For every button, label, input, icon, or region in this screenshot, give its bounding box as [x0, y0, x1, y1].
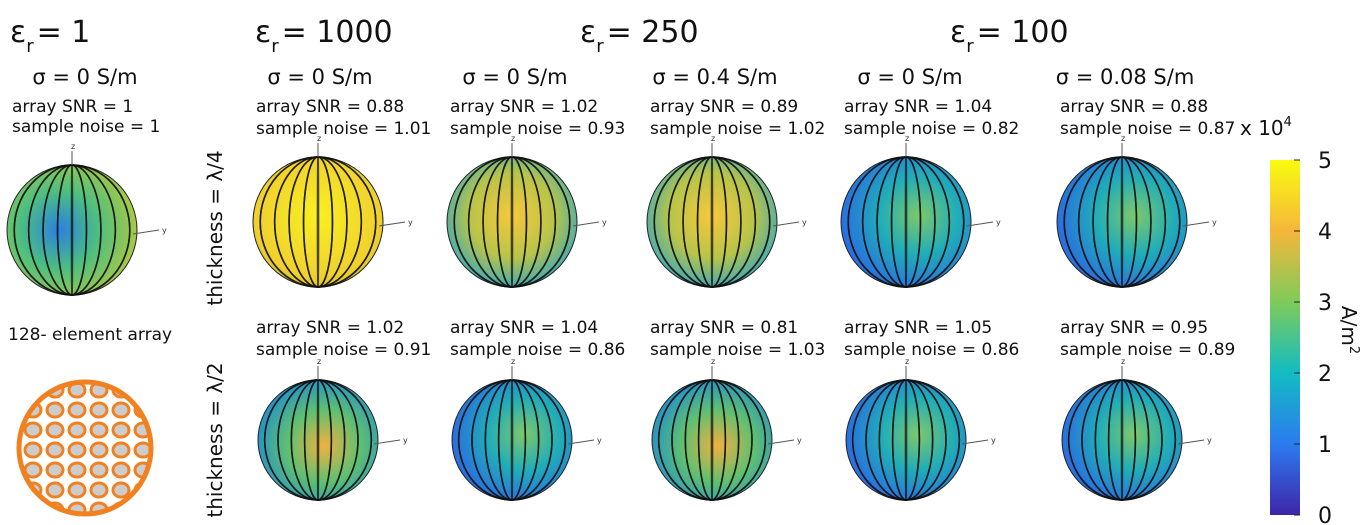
axis-label: z — [905, 357, 909, 366]
axis-label: y — [162, 226, 167, 235]
colorbar-label: 2 — [1318, 362, 1332, 387]
coil-array — [19, 382, 151, 514]
streamline — [318, 380, 319, 500]
text-part: x 10 — [1240, 116, 1284, 140]
colorbar-label: 1 — [1318, 433, 1332, 458]
sigma-label: σ = 0.4 S/m — [652, 65, 777, 89]
row-label: thickness = λ/4 — [203, 150, 227, 305]
noise-label: sample noise = 0.91 — [256, 340, 431, 360]
eps-header: εr= 100 — [950, 15, 1069, 57]
sigma-label: σ = 0 S/m — [32, 65, 137, 89]
axis-label: y — [797, 436, 802, 445]
eps-header: εr= 250 — [580, 15, 699, 57]
text-part: r — [596, 36, 604, 57]
streamline — [318, 157, 319, 287]
snr-label: array SNR = 0.95 — [1060, 318, 1208, 338]
axis-label: y — [602, 218, 607, 227]
noise-label: sample noise = 0.86 — [450, 340, 625, 360]
axis-label: y — [1212, 218, 1217, 227]
streamline — [906, 380, 907, 500]
streamline — [712, 157, 713, 287]
text-part: ε — [580, 15, 596, 50]
axis-label: z — [905, 134, 909, 143]
text-part: = 100 — [977, 15, 1069, 50]
text-part: = 250 — [607, 15, 699, 50]
colorbar-label: 0 — [1318, 504, 1332, 525]
streamline — [1122, 157, 1123, 287]
row-label: thickness = λ/2 — [203, 362, 227, 517]
text-part: A/m — [1337, 306, 1361, 346]
snr-label: array SNR = 0.88 — [256, 97, 404, 117]
eps-header: εr= 1000 — [255, 15, 393, 57]
snr-label: array SNR = 0.81 — [650, 318, 798, 338]
colorbar-label: 3 — [1318, 291, 1332, 316]
text-part: ε — [255, 15, 271, 50]
colorbar-unit: A/m2 — [1337, 306, 1361, 354]
axis-label: z — [511, 134, 515, 143]
text-part: r — [26, 36, 34, 57]
axis-label: z — [511, 357, 515, 366]
noise-label: sample noise = 0.87 — [1060, 119, 1235, 139]
axis-label: y — [802, 218, 807, 227]
sigma-label: σ = 0 S/m — [857, 65, 962, 89]
noise-label: sample noise = 1.03 — [650, 340, 825, 360]
axis-label: z — [317, 357, 321, 366]
array-label: 128- element array — [8, 325, 172, 345]
snr-label: array SNR = 1.04 — [450, 318, 598, 338]
text-part: r — [966, 36, 974, 57]
snr-label: array SNR = 1.04 — [844, 97, 992, 117]
colorbar-label: 5 — [1318, 149, 1332, 174]
streamline — [72, 165, 73, 295]
noise-label: sample noise = 1.02 — [650, 119, 825, 139]
text-part: r — [271, 36, 279, 57]
sigma-label: σ = 0.08 S/m — [1056, 65, 1195, 89]
snr-label: array SNR = 1.05 — [844, 318, 992, 338]
figure: εr= 1εr= 1000εr= 250εr= 100σ = 0 S/mσ = … — [0, 0, 1363, 525]
sigma-label: σ = 0 S/m — [267, 65, 372, 89]
text-part: ε — [10, 15, 26, 50]
text-part: 4 — [1284, 115, 1292, 130]
eps-header: εr= 1 — [10, 15, 90, 57]
snr-label: array SNR = 0.89 — [650, 97, 798, 117]
text-part: = 1 — [37, 15, 91, 50]
axis-label: z — [71, 142, 75, 151]
text-part: = 1000 — [282, 15, 393, 50]
noise-label: sample noise = 0.93 — [450, 119, 625, 139]
noise-label: sample noise = 0.82 — [844, 119, 1019, 139]
snr-label: array SNR = 1.02 — [256, 318, 404, 338]
text-part: ε — [950, 15, 966, 50]
axis-label: y — [408, 218, 413, 227]
noise-label: sample noise = 1 — [12, 117, 160, 137]
axis-label: z — [1121, 357, 1125, 366]
axis-label: z — [1121, 134, 1125, 143]
sigma-label: σ = 0 S/m — [462, 65, 567, 89]
noise-label: sample noise = 1.01 — [256, 119, 431, 139]
snr-label: array SNR = 0.88 — [1060, 97, 1208, 117]
streamline — [1122, 380, 1123, 500]
streamline — [512, 380, 513, 500]
axis-label: y — [996, 218, 1001, 227]
noise-label: sample noise = 0.86 — [844, 340, 1019, 360]
noise-label: sample noise = 0.89 — [1060, 340, 1235, 360]
streamline — [906, 157, 907, 287]
axis-label: z — [317, 134, 321, 143]
streamline — [512, 157, 513, 287]
colorbar-multiplier: x 104 — [1240, 115, 1292, 140]
axis-label: y — [1207, 436, 1212, 445]
snr-label: array SNR = 1 — [12, 97, 133, 117]
axis-label: y — [403, 436, 408, 445]
snr-label: array SNR = 1.02 — [450, 97, 598, 117]
axis-label: y — [991, 436, 996, 445]
axis-label: z — [711, 134, 715, 143]
colorbar-label: 4 — [1318, 220, 1332, 245]
streamline — [712, 380, 713, 500]
colorbar — [1270, 160, 1300, 515]
axis-label: y — [597, 436, 602, 445]
text-part: 2 — [1346, 346, 1361, 354]
axis-label: z — [711, 357, 715, 366]
